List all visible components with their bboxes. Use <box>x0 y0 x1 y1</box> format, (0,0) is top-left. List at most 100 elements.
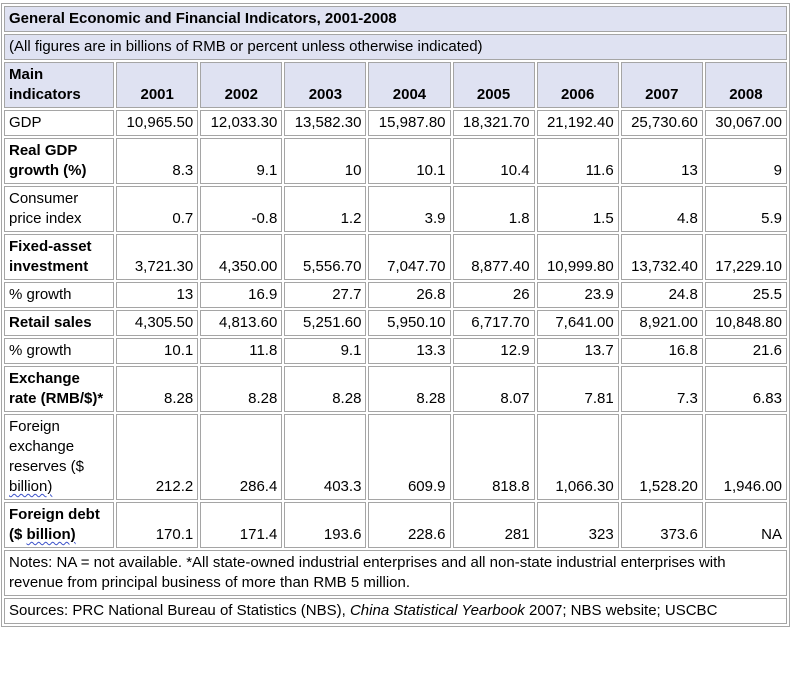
table-cell: 27.7 <box>284 282 367 308</box>
spellcheck-squiggle-word: billion) <box>26 526 76 543</box>
table-cell: 30,067.00 <box>704 110 787 136</box>
table-cell: 170.1 <box>116 502 199 548</box>
table-cell: 323 <box>536 502 619 548</box>
table-cell: 13.7 <box>536 338 619 364</box>
spellcheck-squiggle-word: billion) <box>9 478 53 495</box>
column-header-year: 2006 <box>536 62 619 108</box>
sources-text: 2007; NBS website; USCBC <box>524 602 718 619</box>
table-cell: 7.3 <box>620 366 703 412</box>
table-cell: 171.4 <box>200 502 283 548</box>
notes-row: Notes: NA = not available. *All state-ow… <box>4 550 787 596</box>
table-cell: 4,813.60 <box>200 310 283 336</box>
table-notes: Notes: NA = not available. *All state-ow… <box>4 550 787 596</box>
row-label: % growth <box>4 338 115 364</box>
table-cell: 10.4 <box>452 138 535 184</box>
table-cell: 3.9 <box>368 186 451 232</box>
table-cell: 8,877.40 <box>452 234 535 280</box>
table-row-fx-reserves: Foreign exchange reserves ($ billion) 21… <box>4 414 787 500</box>
table-sources: Sources: PRC National Bureau of Statisti… <box>4 598 787 624</box>
table-cell: 193.6 <box>284 502 367 548</box>
table-cell: 281 <box>452 502 535 548</box>
row-label: Exchange rate (RMB/$)* <box>4 366 115 412</box>
table-row-gdp: GDP 10,965.50 12,033.30 13,582.30 15,987… <box>4 110 787 136</box>
table-cell: 13 <box>620 138 703 184</box>
sources-text: Sources: PRC National Bureau of Statisti… <box>9 602 350 619</box>
table-cell: 8.28 <box>116 366 199 412</box>
table-cell: 12.9 <box>452 338 535 364</box>
table-title: General Economic and Financial Indicator… <box>4 6 787 32</box>
table-row-real-gdp-growth: Real GDP growth (%) 8.3 9.1 10 10.1 10.4… <box>4 138 787 184</box>
table-cell: 13,582.30 <box>284 110 367 136</box>
table-subtitle: (All figures are in billions of RMB or p… <box>4 34 787 60</box>
table-cell: 15,987.80 <box>368 110 451 136</box>
table-cell: NA <box>704 502 787 548</box>
table-row-retail-sales: Retail sales 4,305.50 4,813.60 5,251.60 … <box>4 310 787 336</box>
table-cell: 18,321.70 <box>452 110 535 136</box>
table-cell: 818.8 <box>452 414 535 500</box>
table-cell: 0.7 <box>116 186 199 232</box>
column-header-year: 2008 <box>704 62 787 108</box>
row-label: GDP <box>4 110 115 136</box>
table-row-foreign-debt: Foreign debt ($ billion) 170.1 171.4 193… <box>4 502 787 548</box>
row-label: Foreign debt ($ billion) <box>4 502 115 548</box>
table-cell: 10.1 <box>116 338 199 364</box>
table-cell: 10,999.80 <box>536 234 619 280</box>
row-label: Real GDP growth (%) <box>4 138 115 184</box>
table-cell: 5.9 <box>704 186 787 232</box>
table-cell: 1,066.30 <box>536 414 619 500</box>
sources-row: Sources: PRC National Bureau of Statisti… <box>4 598 787 624</box>
table-cell: 4,305.50 <box>116 310 199 336</box>
table-row-exchange-rate: Exchange rate (RMB/$)* 8.28 8.28 8.28 8.… <box>4 366 787 412</box>
table-cell: 8.28 <box>200 366 283 412</box>
column-header-main-indicators: Main indicators <box>4 62 115 108</box>
table-cell: 8.28 <box>284 366 367 412</box>
column-header-year: 2002 <box>200 62 283 108</box>
row-label-text: Foreign debt ($ <box>9 506 100 543</box>
table-cell: 25,730.60 <box>620 110 703 136</box>
table-cell: 1.5 <box>536 186 619 232</box>
table-row-retail-growth: % growth 10.1 11.8 9.1 13.3 12.9 13.7 16… <box>4 338 787 364</box>
table-cell: 10 <box>284 138 367 184</box>
table-cell: -0.8 <box>200 186 283 232</box>
table-cell: 228.6 <box>368 502 451 548</box>
table-cell: 7,047.70 <box>368 234 451 280</box>
table-cell: 16.9 <box>200 282 283 308</box>
table-cell: 13.3 <box>368 338 451 364</box>
table-cell: 403.3 <box>284 414 367 500</box>
table-cell: 10,848.80 <box>704 310 787 336</box>
table-cell: 13,732.40 <box>620 234 703 280</box>
column-header-year: 2003 <box>284 62 367 108</box>
row-label: Retail sales <box>4 310 115 336</box>
table-cell: 5,950.10 <box>368 310 451 336</box>
row-label: % growth <box>4 282 115 308</box>
table-cell: 4,350.00 <box>200 234 283 280</box>
column-header-year: 2004 <box>368 62 451 108</box>
column-header-year: 2005 <box>452 62 535 108</box>
table-row-consumer-price-index: Consumer price index 0.7 -0.8 1.2 3.9 1.… <box>4 186 787 232</box>
table-cell: 3,721.30 <box>116 234 199 280</box>
table-cell: 16.8 <box>620 338 703 364</box>
title-row: General Economic and Financial Indicator… <box>4 6 787 32</box>
table-cell: 10,965.50 <box>116 110 199 136</box>
table-cell: 26 <box>452 282 535 308</box>
table-cell: 1,946.00 <box>704 414 787 500</box>
table-cell: 21,192.40 <box>536 110 619 136</box>
table-cell: 24.8 <box>620 282 703 308</box>
table-cell: 212.2 <box>116 414 199 500</box>
row-label: Consumer price index <box>4 186 115 232</box>
indicators-table: General Economic and Financial Indicator… <box>1 3 790 627</box>
table-cell: 11.8 <box>200 338 283 364</box>
table-cell: 609.9 <box>368 414 451 500</box>
subtitle-row: (All figures are in billions of RMB or p… <box>4 34 787 60</box>
table-cell: 17,229.10 <box>704 234 787 280</box>
table-cell: 286.4 <box>200 414 283 500</box>
table-cell: 12,033.30 <box>200 110 283 136</box>
table-cell: 8.07 <box>452 366 535 412</box>
header-row: Main indicators 2001 2002 2003 2004 2005… <box>4 62 787 108</box>
table-cell: 8.28 <box>368 366 451 412</box>
table-cell: 7.81 <box>536 366 619 412</box>
table-cell: 373.6 <box>620 502 703 548</box>
table-cell: 9.1 <box>200 138 283 184</box>
table-cell: 7,641.00 <box>536 310 619 336</box>
table-cell: 1.8 <box>452 186 535 232</box>
